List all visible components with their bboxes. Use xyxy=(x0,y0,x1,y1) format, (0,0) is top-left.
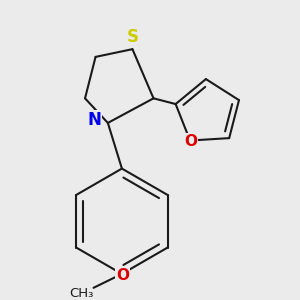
Text: O: O xyxy=(184,134,198,149)
Text: CH₃: CH₃ xyxy=(69,286,93,300)
Text: S: S xyxy=(126,28,138,46)
Text: N: N xyxy=(88,111,101,129)
Text: O: O xyxy=(116,268,129,283)
